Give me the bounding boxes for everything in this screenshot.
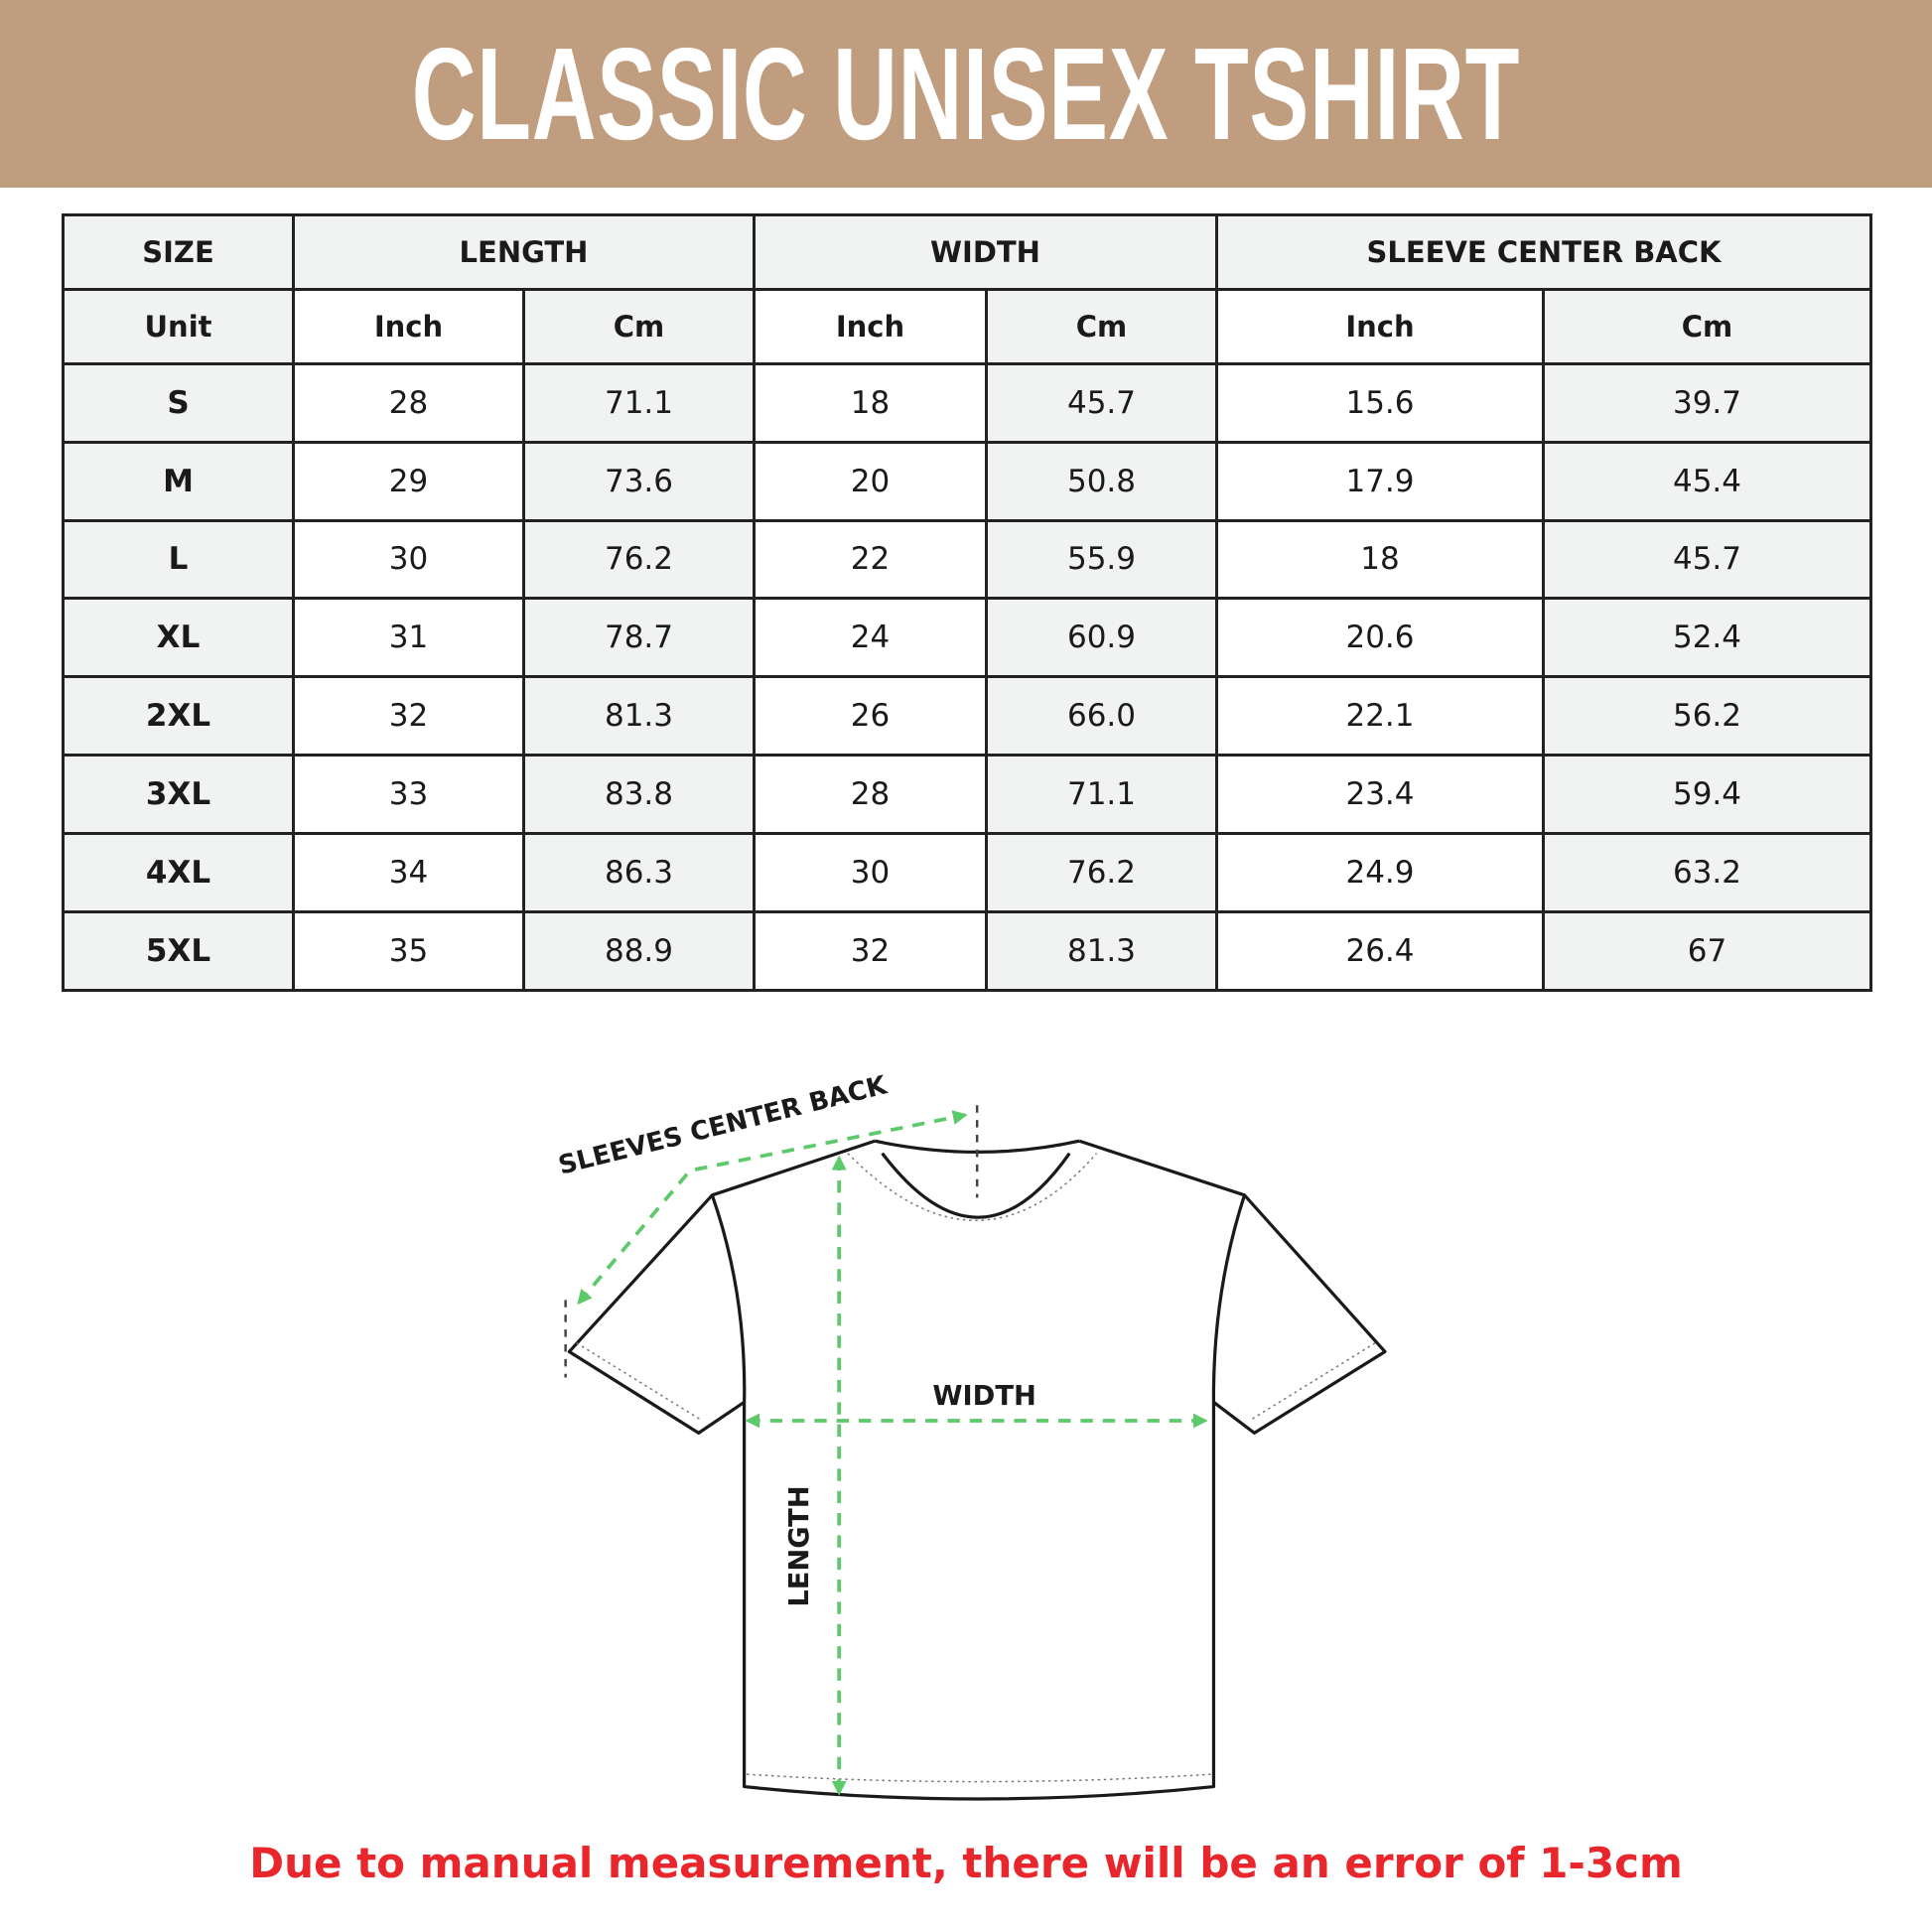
value-cell: 26 xyxy=(753,675,988,758)
value-cell: 35 xyxy=(292,910,525,992)
value-cell: 71.1 xyxy=(985,754,1218,836)
size-chart-table: SIZE LENGTH WIDTH SLEEVE CENTER BACK Uni… xyxy=(62,213,1872,992)
value-cell: 50.8 xyxy=(985,440,1218,522)
value-cell: 66.0 xyxy=(985,675,1218,758)
value-cell: 22.1 xyxy=(1215,675,1545,758)
value-cell: Inch xyxy=(1215,287,1545,365)
value-cell: 28 xyxy=(292,361,525,444)
sleeve-label: SLEEVES CENTER BACK xyxy=(556,1070,891,1180)
value-cell: 30 xyxy=(292,518,525,601)
page-title: CLASSIC UNISEX TSHIRT xyxy=(411,21,1521,167)
header-width: WIDTH xyxy=(753,213,1218,291)
length-label: LENGTH xyxy=(784,1485,815,1606)
table-row: 4XL 34 86.3 30 76.2 24.9 63.2 xyxy=(62,832,1872,914)
value-cell: 71.1 xyxy=(522,361,756,444)
table-row: S 28 71.1 18 45.7 15.6 39.7 xyxy=(62,361,1872,444)
table-row: M 29 73.6 20 50.8 17.9 45.4 xyxy=(62,440,1872,522)
value-cell: 28 xyxy=(753,754,988,836)
measurement-disclaimer: Due to manual measurement, there will be… xyxy=(249,1839,1683,1887)
value-cell: 76.2 xyxy=(522,518,756,601)
value-cell: 20 xyxy=(753,440,988,522)
table-row: 2XL 32 81.3 26 66.0 22.1 56.2 xyxy=(62,675,1872,758)
tshirt-stitching xyxy=(576,1153,1376,1783)
value-cell: 55.9 xyxy=(985,518,1218,601)
tshirt-outline xyxy=(567,1139,1387,1801)
size-cell: 2XL xyxy=(62,675,295,758)
value-cell: 52.4 xyxy=(1542,597,1872,679)
value-cell: 73.6 xyxy=(522,440,756,522)
value-cell: Inch xyxy=(753,287,988,365)
header-sleeve-center-back: SLEEVE CENTER BACK xyxy=(1215,213,1872,291)
value-cell: 45.7 xyxy=(985,361,1218,444)
value-cell: Cm xyxy=(985,287,1218,365)
value-cell: 60.9 xyxy=(985,597,1218,679)
value-cell: 33 xyxy=(292,754,525,836)
value-cell: 45.7 xyxy=(1542,518,1872,601)
table-row: XL 31 78.7 24 60.9 20.6 52.4 xyxy=(62,597,1872,679)
value-cell: 76.2 xyxy=(985,832,1218,914)
table-row: 3XL 33 83.8 28 71.1 23.4 59.4 xyxy=(62,754,1872,836)
value-cell: 15.6 xyxy=(1215,361,1545,444)
value-cell: 83.8 xyxy=(522,754,756,836)
size-cell: 3XL xyxy=(62,754,295,836)
measure-arrows xyxy=(577,1110,1208,1796)
value-cell: 78.7 xyxy=(522,597,756,679)
value-cell: 24 xyxy=(753,597,988,679)
size-cell: L xyxy=(62,518,295,601)
value-cell: 39.7 xyxy=(1542,361,1872,444)
size-cell: S xyxy=(62,361,295,444)
title-banner: CLASSIC UNISEX TSHIRT xyxy=(0,0,1932,188)
header-length: LENGTH xyxy=(292,213,756,291)
value-cell: 45.4 xyxy=(1542,440,1872,522)
value-cell: 23.4 xyxy=(1215,754,1545,836)
value-cell: 22 xyxy=(753,518,988,601)
value-cell: 86.3 xyxy=(522,832,756,914)
value-cell: 26.4 xyxy=(1215,910,1545,992)
value-cell: 30 xyxy=(753,832,988,914)
value-cell: 18 xyxy=(1215,518,1545,601)
value-cell: 63.2 xyxy=(1542,832,1872,914)
value-cell: 31 xyxy=(292,597,525,679)
value-cell: 56.2 xyxy=(1542,675,1872,758)
value-cell: 67 xyxy=(1542,910,1872,992)
width-label: WIDTH xyxy=(932,1381,1035,1412)
size-cell: XL xyxy=(62,597,295,679)
value-cell: 81.3 xyxy=(522,675,756,758)
value-cell: 34 xyxy=(292,832,525,914)
value-cell: Cm xyxy=(1542,287,1872,365)
value-cell: 88.9 xyxy=(522,910,756,992)
unit-row: Unit Inch Cm Inch Cm Inch Cm xyxy=(62,287,1872,365)
value-cell: 24.9 xyxy=(1215,832,1545,914)
value-cell: Cm xyxy=(522,287,756,365)
value-cell: 32 xyxy=(292,675,525,758)
size-cell: M xyxy=(62,440,295,522)
value-cell: 29 xyxy=(292,440,525,522)
value-cell: 32 xyxy=(753,910,988,992)
value-cell: 20.6 xyxy=(1215,597,1545,679)
size-cell: 5XL xyxy=(62,910,295,992)
header-size: SIZE xyxy=(62,213,295,291)
table-row: 5XL 35 88.9 32 81.3 26.4 67 xyxy=(62,910,1872,992)
value-cell: 17.9 xyxy=(1215,440,1545,522)
group-header-row: SIZE LENGTH WIDTH SLEEVE CENTER BACK xyxy=(62,213,1872,291)
table-row: L 30 76.2 22 55.9 18 45.7 xyxy=(62,518,1872,601)
size-cell: Unit xyxy=(62,287,295,365)
sleeve-arrow xyxy=(577,1110,968,1306)
value-cell: 59.4 xyxy=(1542,754,1872,836)
size-cell: 4XL xyxy=(62,832,295,914)
reference-lines xyxy=(564,1105,979,1378)
value-cell: 18 xyxy=(753,361,988,444)
value-cell: 81.3 xyxy=(985,910,1218,992)
value-cell: Inch xyxy=(292,287,525,365)
